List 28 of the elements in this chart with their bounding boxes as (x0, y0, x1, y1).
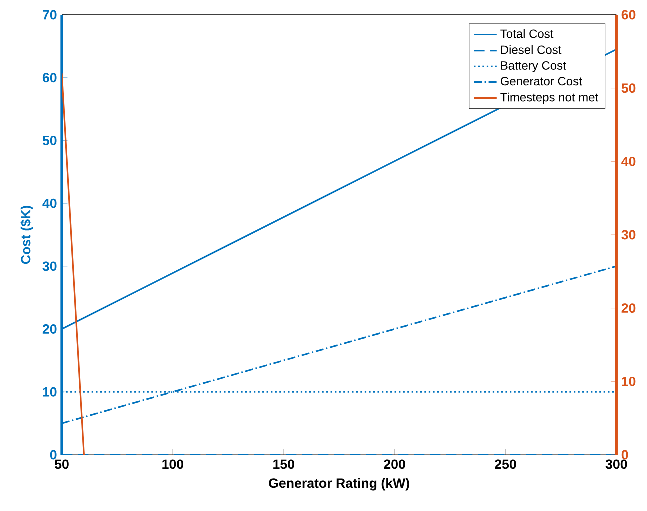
legend-label: Battery Cost (501, 61, 566, 72)
x-tick-label: 300 (606, 460, 628, 470)
y2-tick-label: 60 (622, 10, 636, 20)
y-tick-label: 10 (43, 387, 57, 397)
y-tick-label: 60 (42, 73, 57, 83)
y2-tick-label: 40 (622, 156, 636, 166)
y-tick-label: 0 (50, 450, 57, 460)
y-tick-label: 50 (42, 136, 57, 146)
y-tick-label: 30 (42, 262, 57, 272)
y2-tick-label: 30 (622, 230, 636, 240)
y-axis-title: Cost ($K) (20, 206, 34, 264)
y-tick-label: 40 (42, 198, 57, 208)
y2-tick-label: 20 (622, 304, 636, 314)
legend-label: Total Cost (500, 29, 554, 38)
x-tick-label: 200 (384, 460, 406, 470)
x-tick-label: 100 (162, 460, 184, 470)
x-axis-title: Generator Rating (kW) (269, 478, 410, 491)
y2-tick-label: 10 (622, 376, 636, 386)
y-tick-label: 20 (42, 324, 57, 334)
legend-label: Generator Cost (500, 77, 582, 86)
x-tick-label: 150 (274, 460, 294, 470)
legend-label: Timesteps not met (500, 92, 599, 104)
y2-tick-label: 0 (622, 450, 628, 460)
x-tick-label: 50 (55, 460, 69, 470)
legend-label: Diesel Cost (501, 45, 562, 54)
x-tick-label: 250 (495, 460, 516, 470)
y-tick-label: 70 (43, 10, 57, 20)
y2-tick-label: 50 (622, 84, 636, 94)
